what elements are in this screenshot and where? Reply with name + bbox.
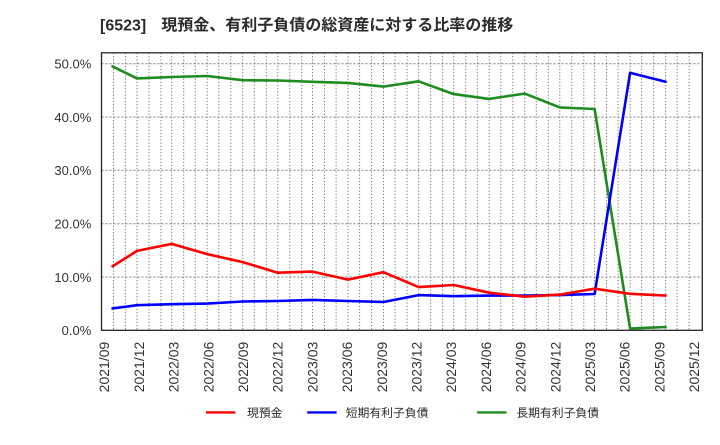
svg-text:2022/06: 2022/06 (200, 341, 216, 392)
svg-text:2023/09: 2023/09 (374, 341, 390, 392)
svg-text:[6523]: [6523] (100, 17, 146, 34)
svg-text:0.0%: 0.0% (62, 323, 92, 338)
svg-text:2024/03: 2024/03 (443, 341, 459, 392)
svg-text:2024/12: 2024/12 (547, 341, 563, 392)
svg-text:2025/09: 2025/09 (651, 341, 667, 392)
svg-text:2021/09: 2021/09 (96, 341, 112, 392)
svg-text:20.0%: 20.0% (54, 217, 91, 232)
svg-text:2023/12: 2023/12 (409, 341, 425, 392)
svg-text:2023/03: 2023/03 (304, 341, 320, 392)
svg-text:2021/12: 2021/12 (131, 341, 147, 392)
svg-text:2025/06: 2025/06 (617, 341, 633, 392)
svg-text:50.0%: 50.0% (54, 57, 91, 72)
svg-text:2025/12: 2025/12 (686, 341, 702, 392)
svg-text:2024/09: 2024/09 (513, 341, 529, 392)
svg-text:2022/03: 2022/03 (166, 341, 182, 392)
svg-text:2022/09: 2022/09 (235, 341, 251, 392)
svg-text:2024/06: 2024/06 (478, 341, 494, 392)
svg-text:2022/12: 2022/12 (270, 341, 286, 392)
svg-text:40.0%: 40.0% (54, 110, 91, 125)
svg-text:30.0%: 30.0% (54, 163, 91, 178)
svg-text:2023/06: 2023/06 (339, 341, 355, 392)
svg-text:2025/03: 2025/03 (582, 341, 598, 392)
svg-text:10.0%: 10.0% (54, 270, 91, 285)
